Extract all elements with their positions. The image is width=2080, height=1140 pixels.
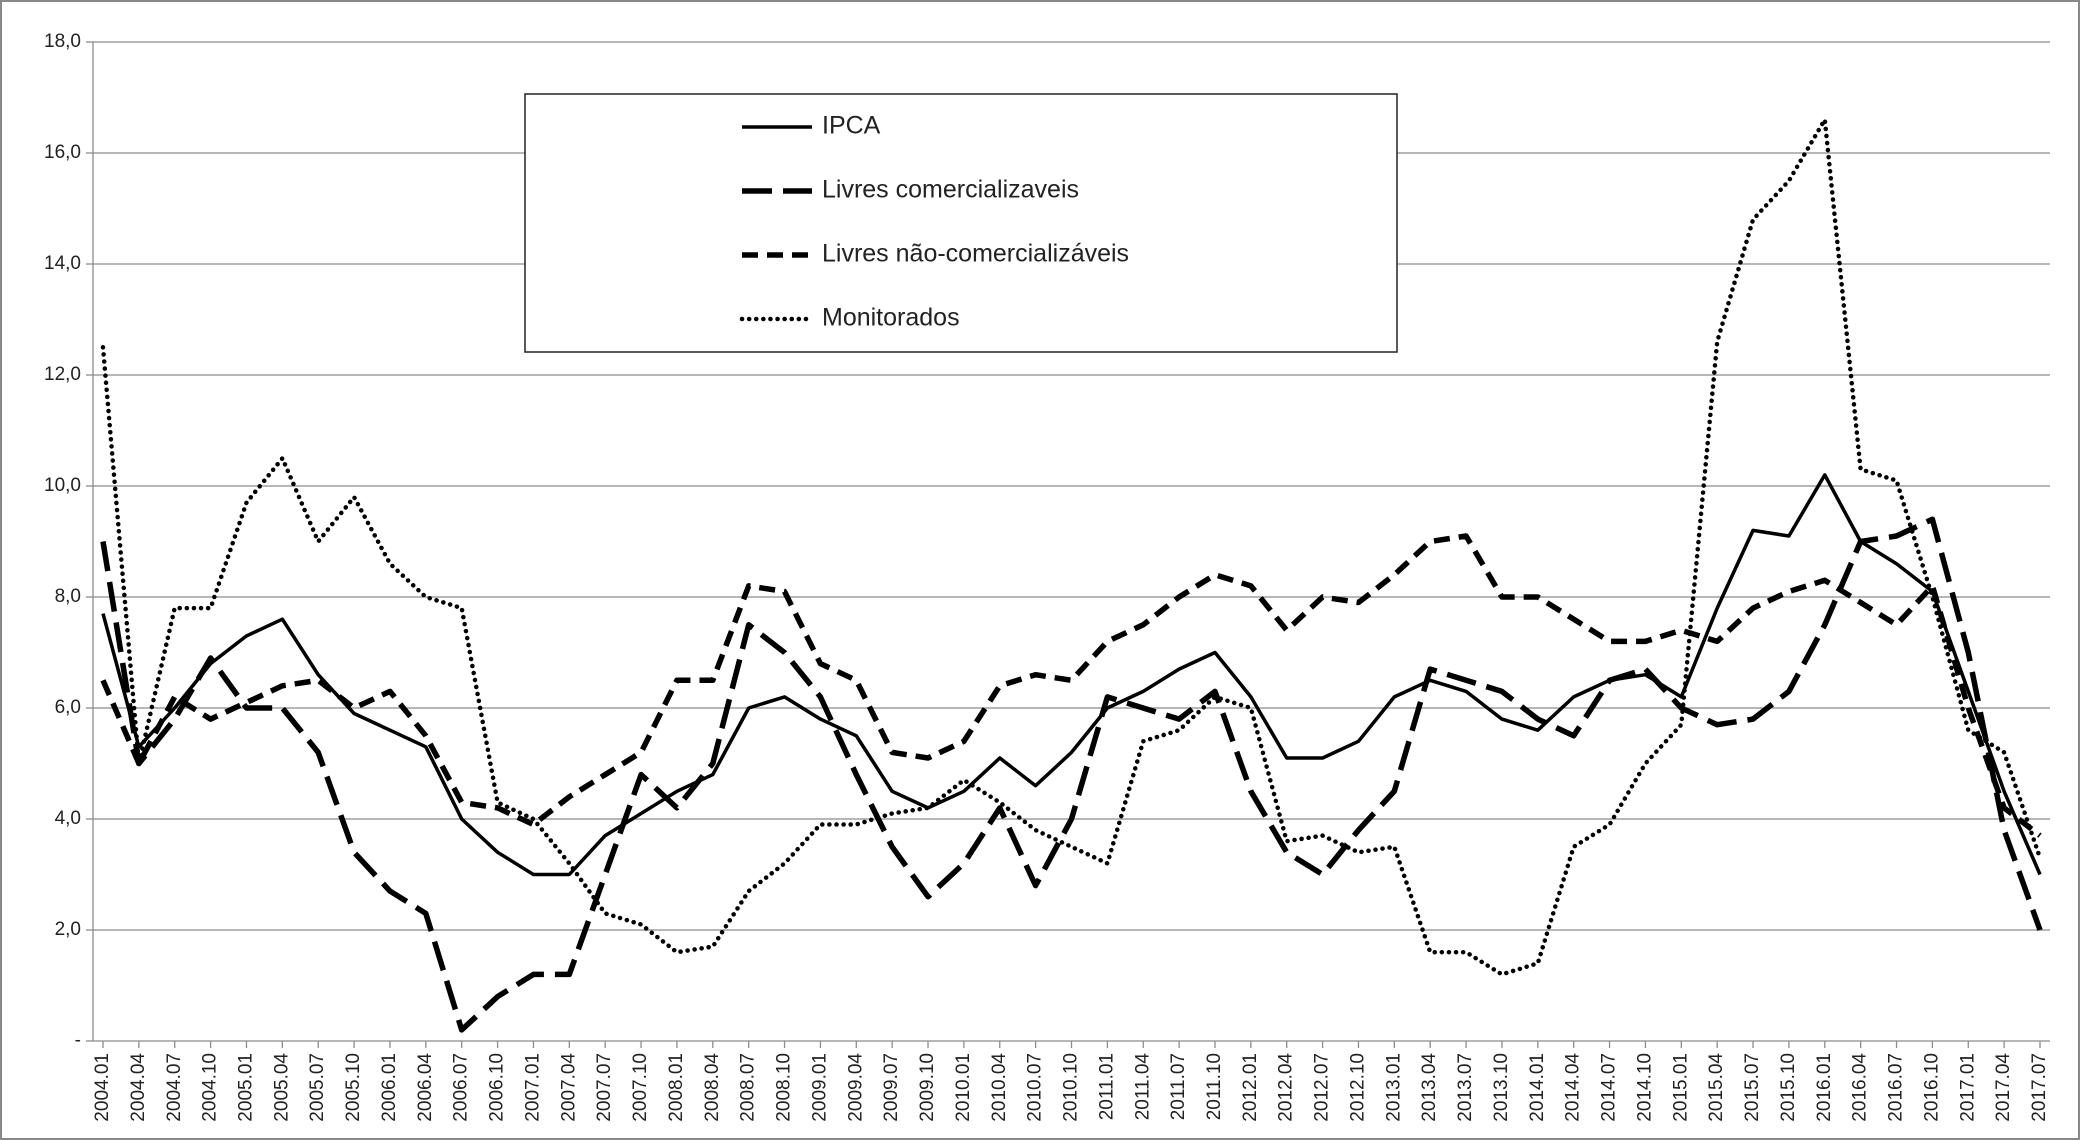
x-tick-label: 2007.04 — [558, 1053, 579, 1122]
x-tick-label: 2017.04 — [1993, 1053, 2014, 1122]
x-tick-label: 2010.01 — [953, 1053, 974, 1122]
legend-label: Monitorados — [822, 304, 960, 332]
x-tick-label: 2016.01 — [1814, 1053, 1835, 1122]
legend-label: Livres não-comercializáveis — [822, 240, 1129, 268]
x-tick-label: 2009.10 — [917, 1053, 938, 1122]
x-tick-label: 2014.01 — [1527, 1053, 1548, 1122]
x-tick-label: 2004.04 — [128, 1053, 149, 1122]
x-tick-label: 2007.07 — [594, 1053, 615, 1122]
x-tick-label: 2017.01 — [1957, 1053, 1978, 1122]
x-tick-label: 2012.10 — [1347, 1053, 1368, 1122]
series-line — [100, 533, 2042, 838]
legend-label: Livres comercializaveis — [822, 176, 1079, 204]
series-line — [100, 516, 2043, 1033]
x-tick-label: 2013.07 — [1455, 1053, 1476, 1122]
x-tick-label: 2012.01 — [1240, 1053, 1261, 1122]
x-tick-label: 2017.07 — [2029, 1053, 2050, 1122]
y-tick-label: 16,0 — [44, 142, 81, 163]
x-tick-label: 2005.01 — [235, 1053, 256, 1122]
x-tick-label: 2009.04 — [845, 1053, 866, 1122]
x-tick-label: 2006.10 — [487, 1053, 508, 1122]
x-tick-label: 2016.04 — [1850, 1053, 1871, 1122]
legend: IPCA Livres comercializaveis Livres não-co… — [524, 93, 1398, 353]
legend-box — [524, 93, 1398, 353]
y-tick-label: 18,0 — [44, 31, 81, 52]
x-tick-label: 2008.04 — [702, 1053, 723, 1122]
x-tick-label: 2005.07 — [307, 1053, 328, 1122]
y-tick-label: - — [75, 1030, 81, 1051]
x-tick-label: 2009.07 — [881, 1053, 902, 1122]
y-tick-label: 10,0 — [44, 475, 81, 496]
x-tick-label: 2006.04 — [415, 1053, 436, 1122]
x-tick-label: 2013.10 — [1491, 1053, 1512, 1122]
x-tick-label: 2008.07 — [738, 1053, 759, 1122]
x-tick-label: 2007.10 — [630, 1053, 651, 1122]
y-tick-label: 8,0 — [55, 586, 81, 607]
x-tick-label: 2014.04 — [1563, 1053, 1584, 1122]
x-tick-label: 2004.10 — [200, 1053, 221, 1122]
x-tick-label: 2008.01 — [666, 1053, 687, 1122]
x-tick-label: 2010.07 — [1025, 1053, 1046, 1122]
x-tick-label: 2013.01 — [1383, 1053, 1404, 1122]
x-tick-label: 2009.01 — [809, 1053, 830, 1122]
x-tick-label: 2011.07 — [1168, 1053, 1189, 1120]
x-tick-label: 2006.01 — [379, 1053, 400, 1122]
y-tick-label: 6,0 — [55, 697, 81, 718]
x-tick-label: 2007.01 — [522, 1053, 543, 1122]
x-tick-label: 2005.10 — [343, 1053, 364, 1122]
x-tick-label: 2011.01 — [1096, 1053, 1117, 1120]
x-tick-label: 2015.01 — [1670, 1053, 1691, 1122]
series-line — [101, 473, 2042, 877]
x-tick-label: 2011.10 — [1204, 1053, 1225, 1120]
x-tick-label: 2015.10 — [1778, 1053, 1799, 1122]
y-tick-label: 14,0 — [44, 253, 81, 274]
x-tick-label: 2010.10 — [1061, 1053, 1082, 1122]
x-tick-label: 2005.04 — [271, 1053, 292, 1122]
x-tick-label: 2014.10 — [1634, 1053, 1655, 1122]
x-tick-label: 2012.04 — [1276, 1053, 1297, 1122]
y-tick-label: 2,0 — [55, 919, 81, 940]
y-tick-label: 12,0 — [44, 364, 81, 385]
x-tick-label: 2015.04 — [1706, 1053, 1727, 1122]
legend-label: IPCA — [822, 112, 881, 140]
x-tick-label: 2016.10 — [1921, 1053, 1942, 1122]
x-tick-label: 2010.04 — [989, 1053, 1010, 1122]
x-tick-label: 2015.07 — [1742, 1053, 1763, 1122]
x-tick-label: 2016.07 — [1886, 1053, 1907, 1122]
x-tick-label: 2013.04 — [1419, 1053, 1440, 1122]
x-tick-label: 2011.04 — [1132, 1053, 1153, 1121]
x-tick-label: 2012.07 — [1312, 1053, 1333, 1122]
x-tick-label: 2014.07 — [1599, 1053, 1620, 1122]
y-tick-label: 4,0 — [55, 808, 81, 829]
x-tick-label: 2004.07 — [164, 1053, 185, 1122]
x-tick-label: 2006.07 — [451, 1053, 472, 1122]
x-tick-label: 2008.10 — [774, 1053, 795, 1122]
x-tick-label: 2004.01 — [92, 1053, 113, 1122]
